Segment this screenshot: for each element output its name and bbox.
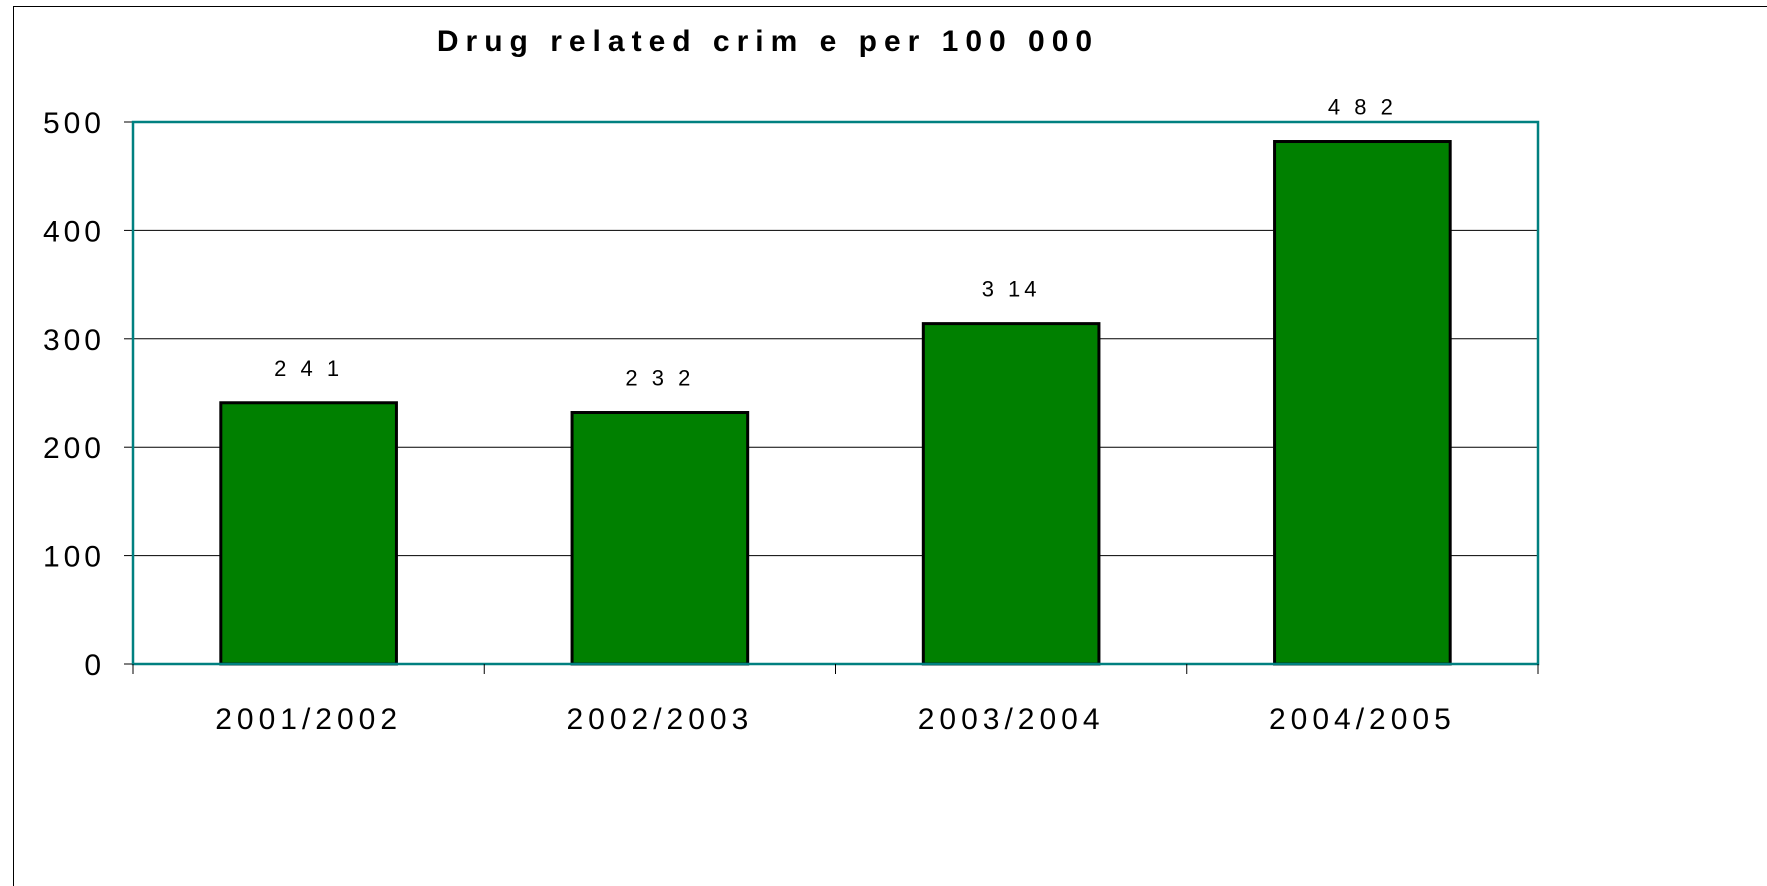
x-tick-label: 2001/2002	[215, 703, 402, 736]
y-tick-label: 0	[84, 649, 105, 682]
data-label: 2 3 2	[625, 366, 694, 391]
bar	[921, 322, 1101, 666]
x-tick-label: 2002/2003	[566, 703, 753, 736]
x-tick-label: 2003/2004	[918, 703, 1105, 736]
chart-title: Drug related crim e per 100 000	[437, 25, 1099, 58]
data-label: 3 14	[982, 277, 1041, 302]
y-tick-label: 300	[43, 324, 105, 357]
y-tick-label: 100	[43, 541, 105, 574]
axes	[124, 120, 1540, 674]
chart-frame	[13, 6, 1767, 886]
y-tick-label: 200	[43, 432, 105, 465]
y-tick-label: 400	[43, 215, 105, 248]
bar	[219, 401, 398, 666]
x-tick-label: 2004/2005	[1269, 703, 1456, 736]
bars	[219, 140, 1452, 666]
bar	[570, 411, 750, 666]
data-label: 2 4 1	[274, 356, 343, 381]
y-tick-label: 500	[43, 107, 105, 140]
bar	[1273, 140, 1452, 666]
data-label: 4 8 2	[1328, 95, 1397, 120]
labels: 0 100 200 300 400 500 2 4 1 2001/2002 2 3 2 2002/…	[43, 95, 1456, 736]
